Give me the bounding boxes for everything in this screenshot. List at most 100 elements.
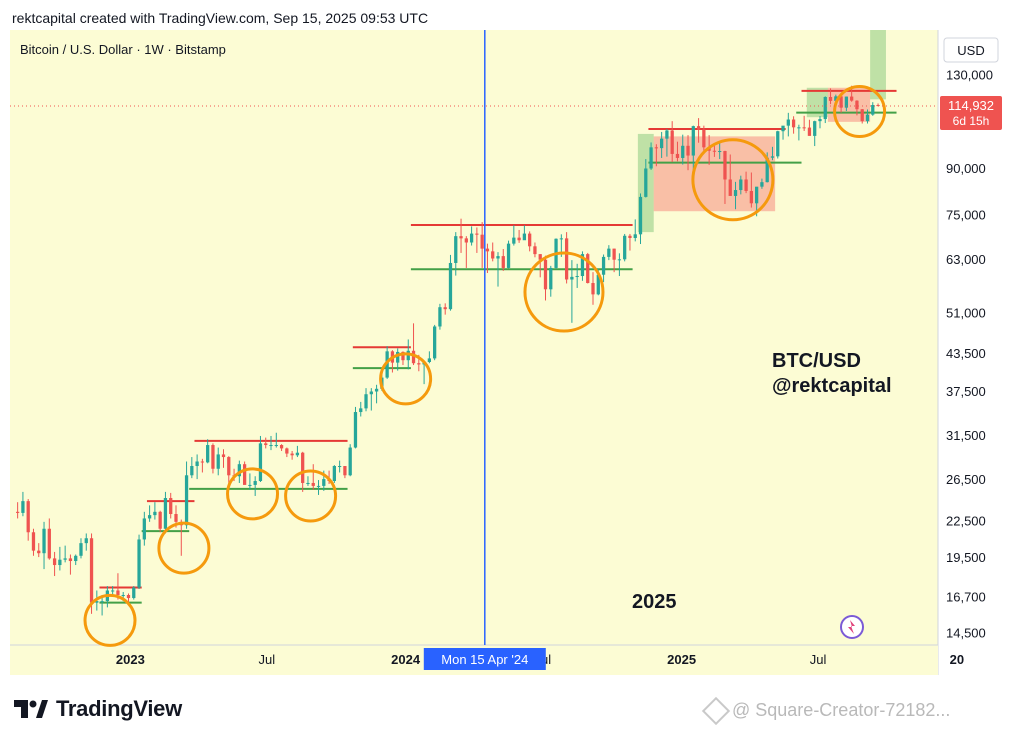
usd-unit-box[interactable] [943, 37, 999, 63]
candle-body [770, 156, 775, 158]
candle [760, 178, 764, 189]
candle-body [517, 237, 521, 241]
candle-body [448, 262, 453, 310]
candle [279, 444, 284, 451]
candle-body [728, 179, 732, 196]
candle-body [723, 151, 727, 180]
candle [147, 505, 152, 522]
candle-body [665, 130, 669, 139]
candle-body [364, 394, 368, 409]
candle-body [285, 448, 289, 454]
candle-body [855, 100, 859, 110]
candle-body [744, 179, 748, 191]
candle [612, 248, 616, 273]
candle-body [316, 485, 321, 487]
candle-body [369, 391, 373, 395]
candle [253, 476, 257, 496]
candle-body [348, 447, 352, 476]
usd-unit-label[interactable]: USD [957, 43, 984, 58]
candle-body [163, 498, 168, 529]
candle-body [528, 233, 532, 247]
candle-body [681, 145, 685, 158]
candle [860, 109, 864, 124]
candle-body [865, 114, 870, 122]
candle [469, 226, 474, 246]
price-tick-label: 14,500 [946, 625, 986, 640]
candle [464, 236, 468, 268]
candle [691, 125, 695, 171]
tradingview-logo[interactable]: TradingView [14, 696, 182, 722]
crosshair-label-box [423, 648, 546, 670]
candle-body [776, 131, 780, 157]
candle-body [37, 550, 41, 554]
candle [348, 444, 352, 477]
candle [242, 461, 247, 485]
price-tick-label: 19,500 [946, 550, 986, 565]
candle [396, 348, 400, 371]
candle-body [195, 461, 199, 467]
candle-body [89, 538, 94, 603]
pair-annotation: BTC/USD [772, 350, 861, 372]
candle-body [174, 514, 178, 522]
candle [739, 175, 743, 195]
candle-body [42, 528, 46, 554]
candle-body [353, 412, 358, 448]
replay-icon[interactable] [840, 615, 864, 639]
candle [839, 95, 843, 113]
candle-body [142, 518, 146, 540]
candle-body [850, 96, 854, 101]
candle [264, 437, 268, 449]
candle-body [401, 351, 405, 361]
candle [506, 240, 511, 269]
candle [311, 464, 315, 490]
candle [169, 492, 173, 519]
candle-body [264, 443, 268, 446]
candle [52, 551, 57, 577]
candle [163, 491, 168, 534]
candle [63, 545, 67, 563]
candle-body [633, 234, 637, 239]
candle [522, 225, 527, 241]
time-tick-label: Jul [259, 652, 276, 667]
candle [454, 232, 458, 276]
candle [221, 449, 226, 468]
candle [681, 134, 685, 165]
candle-body [807, 127, 812, 136]
candle [295, 445, 300, 458]
candle-body [712, 150, 717, 152]
candle [786, 112, 790, 137]
candle [797, 124, 801, 141]
candle-body [760, 182, 764, 187]
candle-body [58, 559, 62, 566]
candle-body [121, 594, 125, 596]
candle [190, 457, 194, 479]
price-tick-label: 130,000 [946, 68, 993, 83]
candle [871, 102, 875, 116]
candle [675, 141, 680, 162]
candle-body [596, 274, 600, 295]
candle [718, 142, 722, 160]
candle-body [733, 190, 738, 196]
candle [132, 586, 136, 600]
candle [211, 443, 215, 474]
candle [89, 533, 94, 614]
candle-body [295, 452, 300, 456]
candle-body [797, 127, 801, 129]
price-tick-label: 31,500 [946, 428, 986, 443]
candle-body [876, 105, 880, 107]
candle [153, 502, 157, 520]
price-tick-label: 16,700 [946, 590, 986, 605]
candle-body [47, 528, 51, 559]
candle-body [26, 501, 30, 533]
candle-body [396, 351, 400, 363]
chart-area[interactable]: 114,932 6d 15h 14,500 16,700 19,500 22,500 26… [0, 30, 1024, 680]
candle [686, 135, 690, 171]
candle-body [475, 233, 479, 235]
candle-body [617, 259, 622, 261]
last-price-badge [940, 96, 1002, 131]
candle-body [464, 238, 468, 243]
candle-body [844, 96, 849, 108]
candle [206, 439, 210, 464]
candle-body [533, 246, 537, 255]
